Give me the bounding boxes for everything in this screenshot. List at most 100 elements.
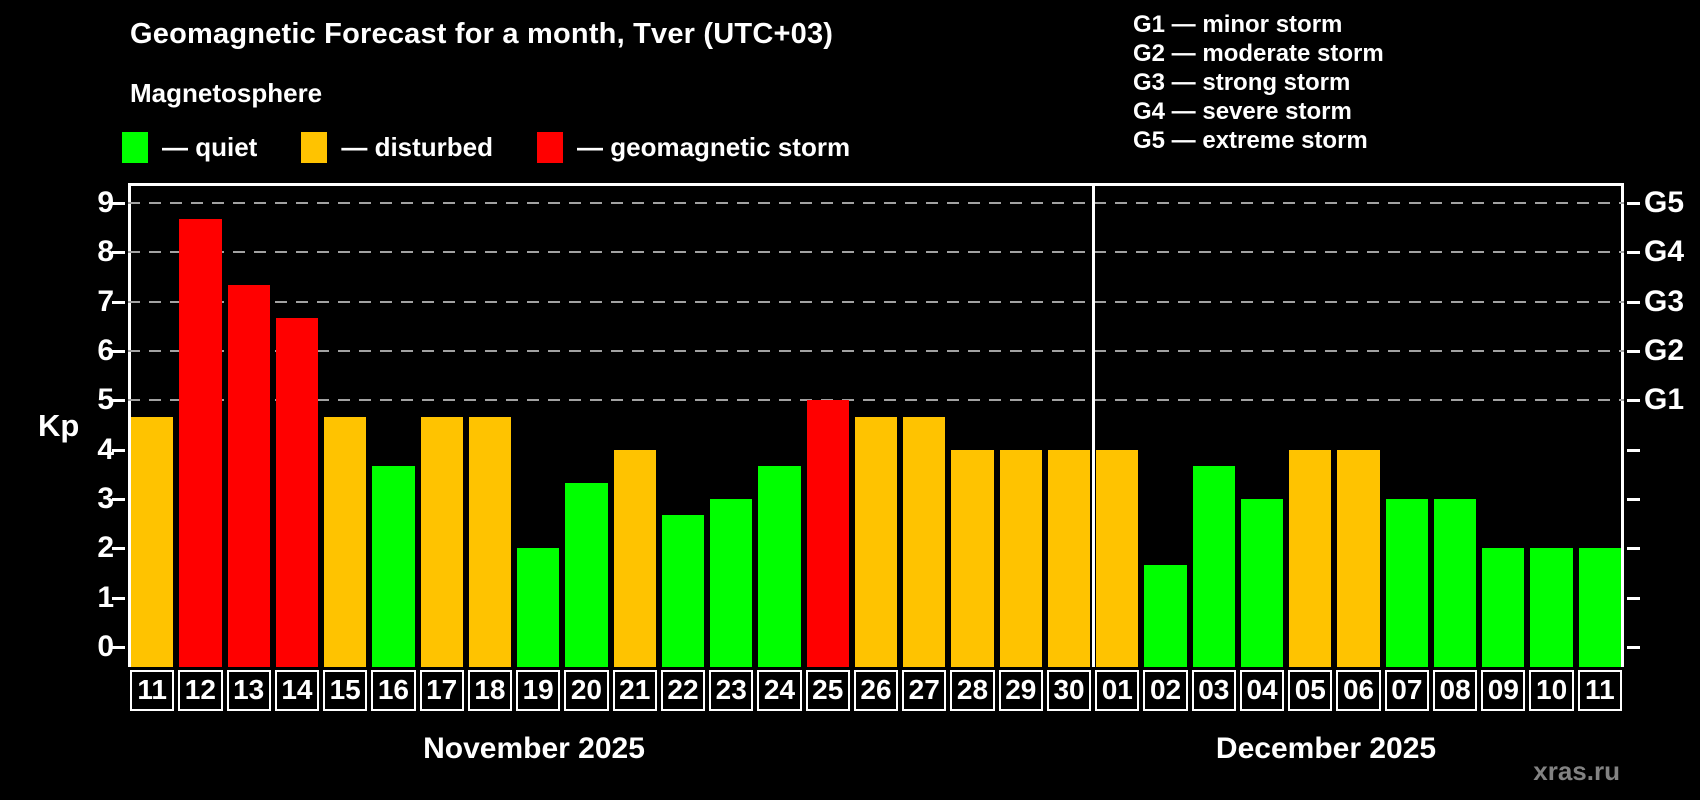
day-label-cell: 09 xyxy=(1481,670,1526,711)
day-label-cell: 11 xyxy=(130,670,175,711)
day-label-cell: 19 xyxy=(516,670,561,711)
y-axis-tick-left xyxy=(112,399,125,403)
day-label-cell: 06 xyxy=(1336,670,1381,711)
watermark: xras.ru xyxy=(1533,756,1620,786)
y-axis-tick-right xyxy=(1627,349,1640,353)
kp-bar-storm xyxy=(179,219,222,667)
legend-item-storm: — geomagnetic storm xyxy=(537,131,851,163)
kp-bar-quiet xyxy=(517,548,560,667)
y-axis-tick-right xyxy=(1627,646,1640,650)
g-scale-legend: G1 — minor storm G2 — moderate storm G3 — … xyxy=(1133,10,1384,155)
y-axis-tick-right xyxy=(1627,547,1640,551)
legend-item-disturbed: — disturbed xyxy=(301,131,494,163)
day-label-cell: 12 xyxy=(178,670,223,711)
day-label-row: 11 12 13 14 15 16 17 18 19 20 21 22 23 24 25 26 27 28 29 30… xyxy=(128,667,1624,714)
kp-bar-quiet xyxy=(1530,548,1573,667)
day-label-cell: 27 xyxy=(902,670,947,711)
g-axis-label-g1: G1 xyxy=(1644,383,1685,417)
day-label-cell: 29 xyxy=(998,670,1043,711)
g-axis-label-g2: G2 xyxy=(1644,333,1685,367)
y-axis-tick-right xyxy=(1627,300,1640,304)
day-label-cell: 30 xyxy=(1046,670,1092,711)
day-label-cell: 15 xyxy=(323,670,368,711)
gridline-kp9 xyxy=(128,201,1624,204)
day-label-cell: 20 xyxy=(564,670,609,711)
y-axis-label: 4 xyxy=(97,432,114,466)
kp-bar-disturbed xyxy=(468,416,512,667)
kp-bar-disturbed xyxy=(131,416,174,667)
kp-bar-storm xyxy=(227,285,270,667)
day-label-cell: 25 xyxy=(805,670,850,711)
plot-border-top xyxy=(128,183,1624,186)
legend-item-quiet: — quiet xyxy=(122,131,257,163)
day-label-cell: 16 xyxy=(371,670,416,711)
page-title: Geomagnetic Forecast for a month, Tver (… xyxy=(130,18,834,50)
y-axis-tick-right xyxy=(1627,498,1640,502)
kp-bar-disturbed xyxy=(951,449,994,667)
subtitle-magnetosphere: Magnetosphere xyxy=(130,78,323,108)
kp-bar-quiet xyxy=(1144,564,1187,667)
g-axis-label-g5: G5 xyxy=(1644,185,1685,219)
y-axis-label: 7 xyxy=(97,284,114,318)
g-scale-legend-item: G4 — severe storm xyxy=(1133,98,1352,125)
kp-bar-quiet xyxy=(372,466,415,667)
kp-bar-disturbed xyxy=(420,416,463,667)
gridline-kp7 xyxy=(128,300,1624,303)
y-axis-tick-right xyxy=(1627,201,1640,205)
y-axis-tick-right xyxy=(1627,596,1640,600)
y-axis-tick-left xyxy=(112,251,125,255)
month-separator-line xyxy=(1091,183,1095,667)
g-axis-label-g4: G4 xyxy=(1644,235,1685,269)
kp-bar-disturbed xyxy=(613,449,656,667)
month-label-december: December 2025 xyxy=(1215,732,1437,765)
y-axis-label: 5 xyxy=(97,383,114,417)
day-label-cell: 05 xyxy=(1288,670,1333,711)
day-label-cell: 24 xyxy=(757,670,802,711)
y-axis-tick-left xyxy=(112,596,125,600)
day-label-cell: 10 xyxy=(1529,670,1574,711)
y-axis-tick-left xyxy=(112,448,125,452)
day-label-cell: 18 xyxy=(467,670,513,711)
y-axis-label: 3 xyxy=(97,482,114,516)
kp-bar-storm xyxy=(806,400,849,667)
legend-item-label: — disturbed xyxy=(341,131,494,162)
kp-bar-disturbed xyxy=(324,416,367,667)
day-label-cell: 08 xyxy=(1432,670,1478,711)
kp-bar-quiet xyxy=(758,466,801,667)
kp-bar-quiet xyxy=(1433,499,1477,667)
g-axis-label-g3: G3 xyxy=(1644,284,1685,318)
kp-bar-storm xyxy=(275,317,319,667)
y-axis-label: 8 xyxy=(97,235,114,269)
y-axis-tick-right xyxy=(1627,448,1640,452)
kp-bar-disturbed xyxy=(999,449,1042,667)
gridline-kp6 xyxy=(128,349,1624,352)
kp-bar-quiet xyxy=(1385,499,1428,667)
y-axis-tick-left xyxy=(112,547,125,551)
kp-bar-disturbed xyxy=(1337,449,1380,667)
day-label-cell: 02 xyxy=(1143,670,1188,711)
day-label-cell: 14 xyxy=(274,670,320,711)
day-label-cell: 21 xyxy=(612,670,657,711)
y-axis-label: 9 xyxy=(97,185,114,219)
kp-bar-quiet xyxy=(1578,548,1621,667)
day-label-cell: 03 xyxy=(1191,670,1236,711)
y-axis-tick-left xyxy=(112,201,125,205)
kp-bar-disturbed xyxy=(903,416,946,667)
day-label-cell: 26 xyxy=(853,670,899,711)
g-scale-legend-item: G1 — minor storm xyxy=(1133,11,1343,38)
status-legend: — quiet — disturbed — geomagnetic storm xyxy=(122,130,850,164)
day-label-cell: 01 xyxy=(1095,670,1140,711)
kp-bar-quiet xyxy=(1482,548,1525,667)
legend-item-label: — geomagnetic storm xyxy=(577,131,851,162)
y-axis-tick-left xyxy=(112,498,125,502)
gridline-kp8 xyxy=(128,251,1624,254)
kp-bar-disturbed xyxy=(854,416,898,667)
kp-bar-quiet xyxy=(1192,466,1235,667)
g-scale-legend-item: G3 — strong storm xyxy=(1133,69,1351,96)
y-axis-left xyxy=(128,183,131,667)
disturbed-swatch-icon xyxy=(301,131,328,163)
y-axis-label: 1 xyxy=(97,580,114,614)
y-axis-label: 2 xyxy=(97,531,114,565)
kp-bar-quiet xyxy=(1240,499,1284,667)
